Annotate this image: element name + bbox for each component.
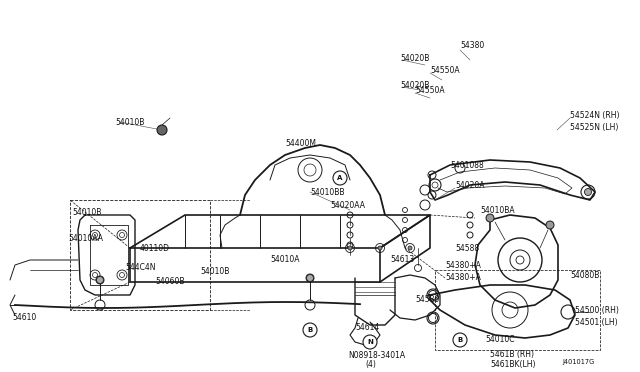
Text: 54614: 54614 <box>355 324 380 333</box>
Text: (4): (4) <box>365 360 376 369</box>
Text: 54010B: 54010B <box>115 118 145 126</box>
Text: B: B <box>458 337 463 343</box>
Text: 54380+A: 54380+A <box>445 273 481 282</box>
Text: 54524N (RH): 54524N (RH) <box>570 110 620 119</box>
Text: A: A <box>337 175 342 181</box>
Text: 54010BA: 54010BA <box>480 205 515 215</box>
Text: 54610: 54610 <box>12 314 36 323</box>
Text: 54020AA: 54020AA <box>330 201 365 209</box>
Text: 54550A: 54550A <box>415 86 445 94</box>
Text: 40110D: 40110D <box>140 244 170 253</box>
Circle shape <box>97 276 104 283</box>
Text: 54588: 54588 <box>455 244 479 253</box>
Text: 54010AA: 54010AA <box>68 234 103 243</box>
Text: 54525N (LH): 54525N (LH) <box>570 122 618 131</box>
Text: 54010B: 54010B <box>200 267 229 276</box>
Circle shape <box>453 333 467 347</box>
Text: 5461BK(LH): 5461BK(LH) <box>490 360 536 369</box>
Text: N08918-3401A: N08918-3401A <box>348 350 405 359</box>
Text: 54501 (LH): 54501 (LH) <box>575 317 618 327</box>
Text: B: B <box>307 327 312 333</box>
Circle shape <box>408 246 412 250</box>
Circle shape <box>333 171 347 185</box>
Text: 54080B: 54080B <box>570 270 600 279</box>
Text: 54010C: 54010C <box>485 336 515 344</box>
Text: 54020A: 54020A <box>455 180 484 189</box>
Text: 54060B: 54060B <box>155 278 184 286</box>
Text: 544C4N: 544C4N <box>125 263 156 273</box>
Text: 54020B: 54020B <box>400 54 429 62</box>
Circle shape <box>307 275 314 282</box>
Text: 54400M: 54400M <box>285 138 316 148</box>
Text: 54550A: 54550A <box>430 65 460 74</box>
Text: 54380+A: 54380+A <box>445 260 481 269</box>
Text: N: N <box>367 339 373 345</box>
Circle shape <box>348 246 352 250</box>
Circle shape <box>363 335 377 349</box>
Circle shape <box>378 246 382 250</box>
Text: 5401088: 5401088 <box>450 160 484 170</box>
Text: 54500 (RH): 54500 (RH) <box>575 305 619 314</box>
Text: 54380: 54380 <box>460 41 484 49</box>
Text: 54613: 54613 <box>390 256 414 264</box>
Circle shape <box>303 323 317 337</box>
Text: 54580: 54580 <box>415 295 439 305</box>
Text: 54010A: 54010A <box>270 256 300 264</box>
Text: 54010B: 54010B <box>72 208 101 217</box>
Circle shape <box>157 125 167 135</box>
Text: 54020B: 54020B <box>400 80 429 90</box>
Circle shape <box>584 189 591 196</box>
Text: 54010BB: 54010BB <box>310 187 344 196</box>
Text: J401017G: J401017G <box>562 359 595 365</box>
Circle shape <box>546 221 554 229</box>
Circle shape <box>486 214 494 222</box>
Text: 5461B (RH): 5461B (RH) <box>490 350 534 359</box>
